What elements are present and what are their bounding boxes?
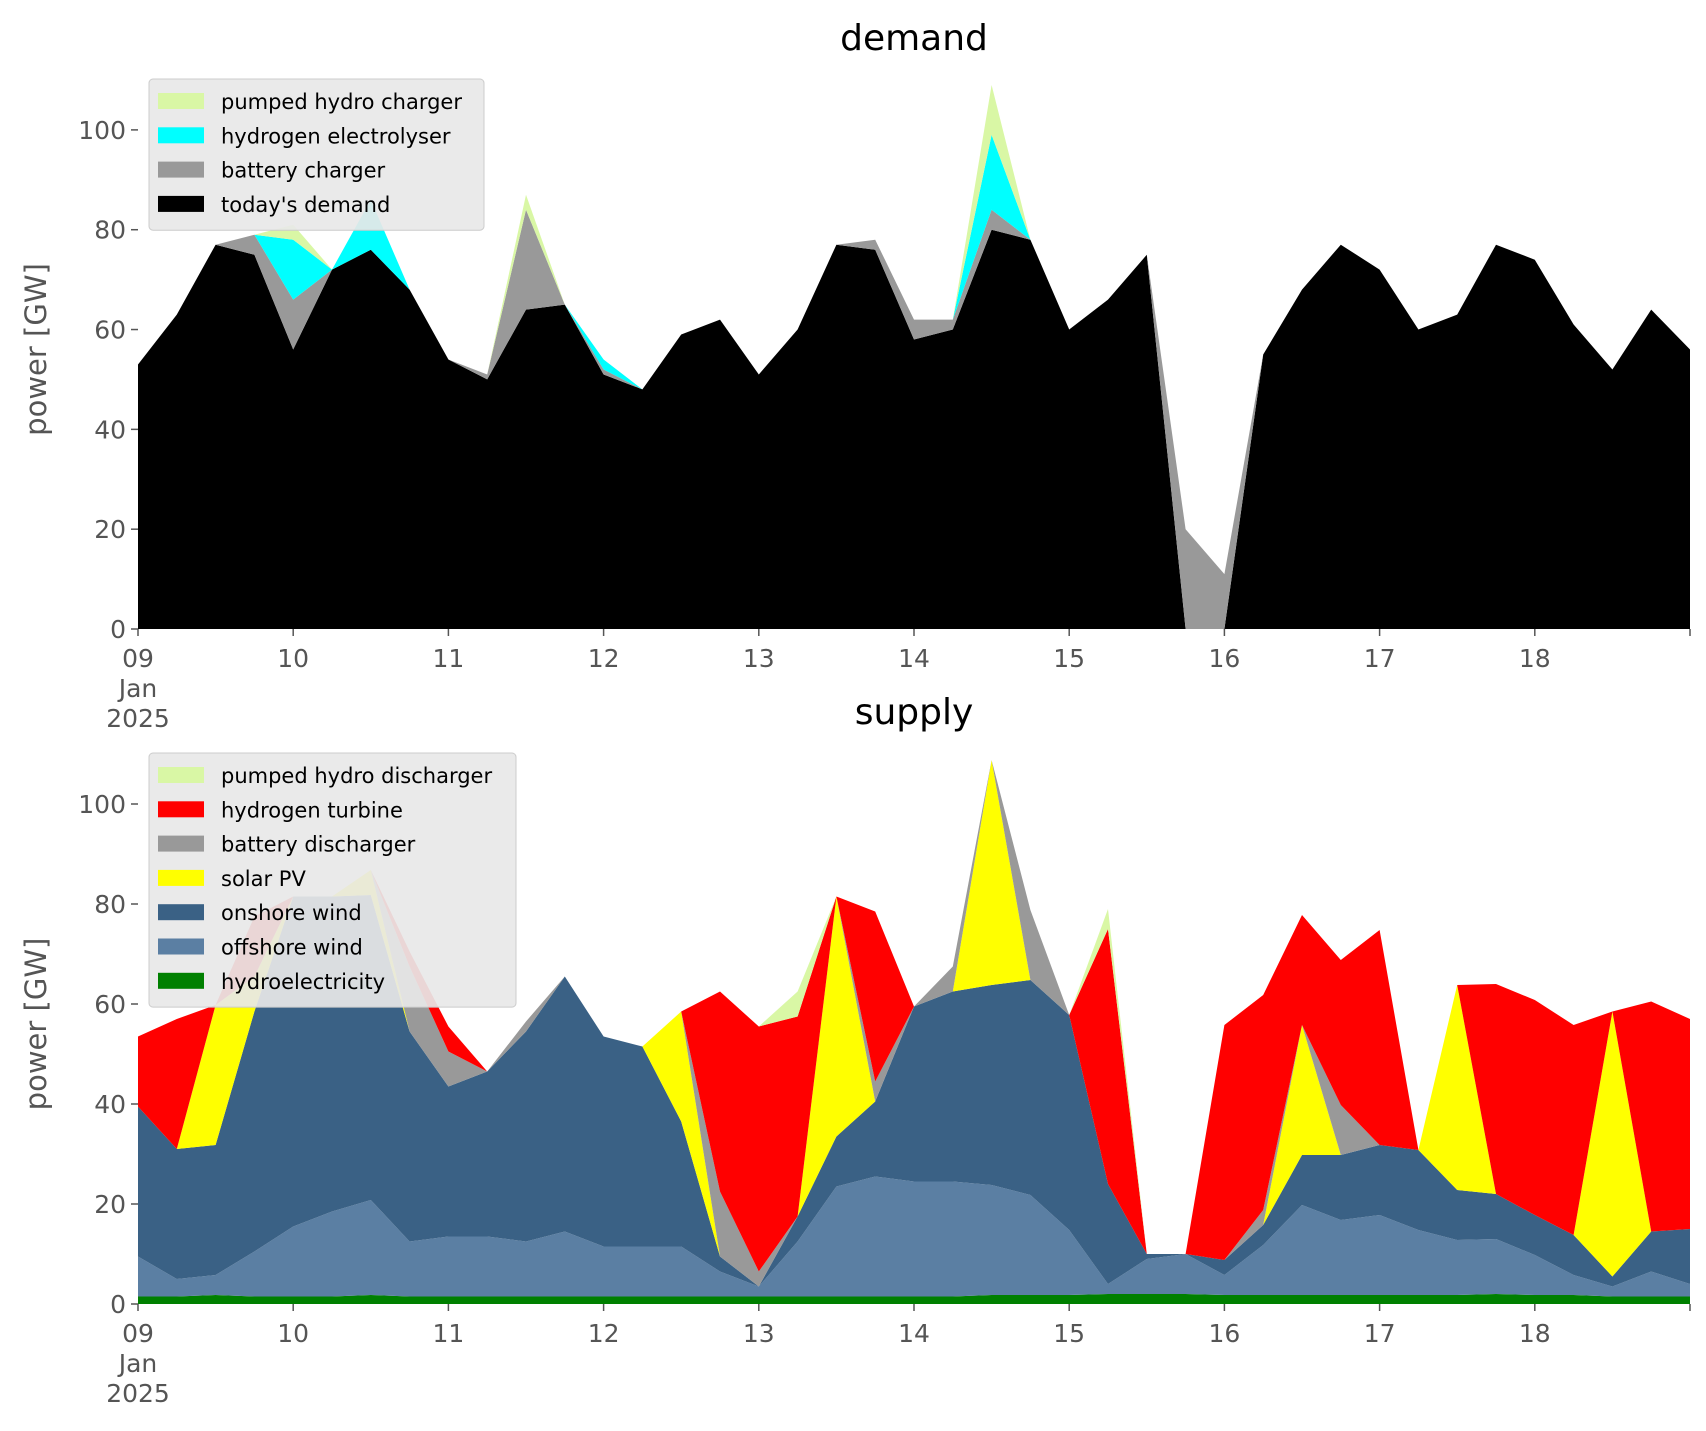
legend-label-onshore-wind: onshore wind: [221, 901, 362, 925]
x-tick-label: 10: [277, 644, 309, 673]
legend-box: [148, 78, 485, 231]
legend-label-hydrogen-electrolyser: hydrogen electrolyser: [221, 124, 451, 148]
x-tick-label: 16: [1208, 644, 1240, 673]
legend-label-solar-pv: solar PV: [221, 867, 306, 891]
legend-swatch-hydroelectricity: [158, 972, 204, 989]
series-area-onshore-wind: [138, 895, 1690, 1287]
legend-label-pumped-hydro-charger: pumped hydro charger: [221, 90, 462, 114]
x-tick-label: 09 Jan 2025: [106, 644, 170, 733]
legend-swatch-today-s-demand: [158, 195, 204, 212]
demand-panel: demand 0 20 40 60 80 100 power [GW] 09 Jan 2025 10 1…: [19, 18, 1691, 733]
x-tick-label: 13: [743, 1319, 775, 1348]
x-tick-label: 15: [1053, 644, 1085, 673]
x-tick-label: 09 Jan 2025: [106, 1319, 170, 1408]
series-area-offshore-wind: [138, 1176, 1690, 1297]
x-tick-label: 17: [1364, 1319, 1396, 1348]
y-tick-label: 0: [110, 1290, 126, 1319]
legend-label-pumped-hydro-discharger: pumped hydro discharger: [221, 764, 492, 788]
y-tick-label: 0: [110, 615, 126, 644]
legend-swatch-battery-discharger: [158, 835, 204, 852]
y-tick-label: 40: [94, 415, 126, 444]
x-tick-label: 16: [1208, 1319, 1240, 1348]
legend-swatch-solar-pv: [158, 869, 204, 886]
areas: [138, 85, 1690, 630]
y-tick-label: 20: [94, 1190, 126, 1219]
series-area-pumped-hydro-charger: [138, 85, 1690, 575]
y-tick-label: 60: [94, 990, 126, 1019]
legend-box: [148, 752, 517, 1008]
x-tick-label: 11: [432, 1319, 464, 1348]
x-tick-label: 17: [1364, 644, 1396, 673]
x-tick-label: 18: [1519, 644, 1551, 673]
y-tick-label: 20: [94, 515, 126, 544]
series-area-today-s-demand: [138, 229, 1690, 629]
x-tick-label: 14: [898, 1319, 930, 1348]
legend: pumped hydro discharger hydrogen turbine b…: [148, 752, 517, 1008]
legend-label-today-s-demand: today's demand: [221, 193, 390, 217]
legend: pumped hydro charger hydrogen electrolyse…: [148, 78, 485, 231]
legend-swatch-hydrogen-turbine: [158, 801, 204, 818]
x-tick-label: 11: [432, 644, 464, 673]
x-tick-label: 15: [1053, 1319, 1085, 1348]
legend-swatch-hydrogen-electrolyser: [158, 127, 204, 144]
supply-panel: supply 0 20 40 60 80 100 power [GW] 09 Jan 2025 10 1…: [19, 692, 1691, 1408]
x-tick-label: 12: [588, 1319, 620, 1348]
legend-swatch-battery-charger: [158, 161, 204, 178]
legend-label-hydrogen-turbine: hydrogen turbine: [221, 798, 403, 822]
x-tick-label: 12: [588, 644, 620, 673]
chart-title: supply: [855, 692, 974, 733]
legend-swatch-offshore-wind: [158, 938, 204, 955]
y-tick-label: 60: [94, 316, 126, 345]
legend-label-battery-charger: battery charger: [221, 159, 386, 183]
legend-swatch-pumped-hydro-charger: [158, 93, 204, 109]
series-area-solar-pv: [138, 760, 1690, 1287]
y-tick-label: 100: [78, 116, 126, 145]
series-area-hydrogen-turbine: [138, 760, 1690, 1272]
y-axis-label: power [GW]: [19, 938, 53, 1111]
y-tick-label: 80: [94, 890, 126, 919]
y-tick-label: 40: [94, 1090, 126, 1119]
legend-label-battery-discharger: battery discharger: [221, 833, 416, 857]
areas: [138, 760, 1690, 1304]
chart-title: demand: [840, 18, 988, 59]
legend-label-hydroelectricity: hydroelectricity: [221, 970, 385, 994]
x-tick-label: 13: [743, 644, 775, 673]
legend-label-offshore-wind: offshore wind: [221, 936, 363, 960]
legend-swatch-pumped-hydro-discharger: [158, 767, 204, 783]
y-axis-label: power [GW]: [19, 263, 53, 436]
y-tick-label: 80: [94, 216, 126, 245]
x-tick-label: 10: [277, 1319, 309, 1348]
legend-swatch-onshore-wind: [158, 904, 204, 921]
x-tick-label: 14: [898, 644, 930, 673]
x-tick-label: 18: [1519, 1319, 1551, 1348]
y-tick-label: 100: [78, 790, 126, 819]
